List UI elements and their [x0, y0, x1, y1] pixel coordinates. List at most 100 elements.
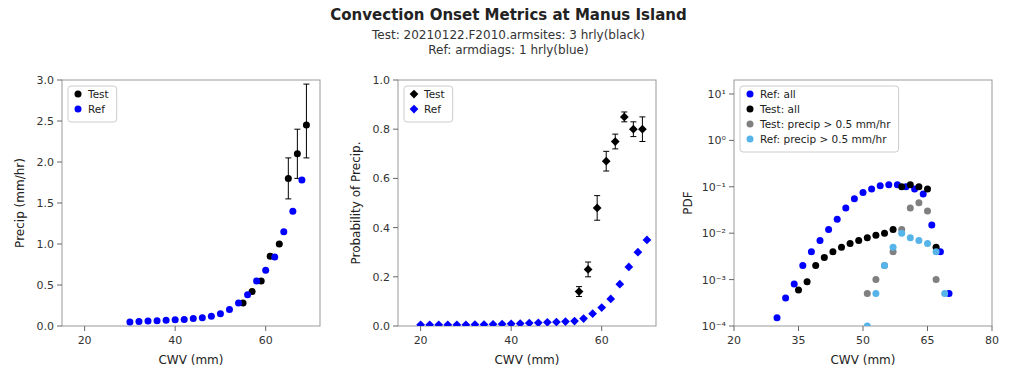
y-tick	[393, 80, 398, 81]
point	[489, 320, 498, 326]
legend: TestRef	[68, 86, 117, 122]
point	[907, 181, 914, 188]
point	[507, 319, 516, 326]
point	[864, 290, 871, 297]
point	[135, 318, 142, 325]
x-tick-label: 40	[504, 334, 518, 347]
point	[181, 316, 188, 323]
x-axis-label: CWV (mm)	[830, 353, 895, 367]
point	[924, 208, 931, 215]
y-tick	[57, 244, 62, 245]
marks	[774, 181, 953, 326]
subtitle-line: Ref: armdiags: 1 hrly(blue)	[428, 43, 588, 57]
point	[570, 317, 579, 326]
x-tick-label: 35	[792, 334, 806, 347]
point	[872, 276, 879, 283]
point	[190, 315, 197, 322]
plot-frame	[734, 80, 992, 326]
x-tick	[84, 326, 85, 331]
legend-label: Test	[423, 88, 445, 100]
point	[629, 125, 638, 134]
y-tick	[729, 140, 734, 141]
y-tick-label: 10⁻⁴	[702, 320, 727, 333]
point	[795, 286, 802, 293]
y-tick-label: 0.0	[37, 320, 55, 333]
plot-frame	[398, 80, 656, 326]
y-tick	[729, 279, 734, 280]
point	[941, 290, 948, 297]
panel: 203550658010⁻⁴10⁻³10⁻²10⁻¹10⁰10¹CWV (mm)…	[681, 80, 999, 367]
point	[881, 262, 888, 269]
error-cap	[303, 84, 309, 85]
x-tick	[420, 326, 421, 331]
y-tick	[57, 285, 62, 286]
legend-marker	[75, 106, 82, 113]
point	[244, 291, 251, 298]
legend-marker	[410, 90, 419, 99]
point	[620, 113, 629, 122]
point	[907, 234, 914, 241]
legend-label: Test: all	[759, 103, 800, 115]
point	[915, 199, 922, 206]
legend-box	[68, 86, 117, 122]
point	[881, 262, 888, 269]
error-cap	[612, 134, 618, 135]
x-tick-label: 40	[168, 334, 182, 347]
point	[280, 228, 287, 235]
point	[480, 320, 489, 326]
title: Convection Onset Metrics at Manus Island	[330, 6, 686, 24]
x-tick-label: 80	[985, 334, 999, 347]
y-tick	[393, 276, 398, 277]
point	[782, 295, 789, 302]
x-tick-label: 20	[78, 334, 92, 347]
point	[289, 208, 296, 215]
series	[774, 181, 953, 321]
x-tick	[511, 326, 512, 331]
y-tick	[57, 326, 62, 327]
point	[829, 248, 836, 255]
error-cap	[594, 220, 600, 221]
y-tick-label: 10⁻³	[702, 274, 726, 287]
legend-label: Ref	[88, 103, 105, 115]
point	[933, 276, 940, 283]
y-tick-label: 0.6	[373, 172, 391, 185]
point	[294, 150, 301, 157]
y-tick-label: 2.0	[37, 156, 55, 169]
point	[217, 310, 224, 317]
point	[890, 244, 897, 251]
y-tick	[57, 162, 62, 163]
x-tick	[265, 326, 266, 331]
point	[226, 306, 233, 313]
legend-label: Ref	[424, 103, 441, 115]
y-tick-label: 10⁻¹	[702, 181, 726, 194]
legend-marker	[747, 136, 754, 143]
point	[847, 240, 854, 247]
point	[199, 314, 206, 321]
point	[933, 248, 940, 255]
point	[898, 230, 905, 237]
subtitle-line: Test: 20210122.F2010.armsites: 3 hrly(bl…	[371, 28, 645, 42]
y-axis-label: PDF	[681, 191, 695, 214]
point	[915, 237, 922, 244]
panel: 2040600.00.20.40.60.81.0CWV (mm)Probabil…	[349, 74, 656, 367]
point	[425, 320, 434, 326]
x-tick	[798, 326, 799, 331]
point	[498, 320, 507, 326]
error-cap	[576, 286, 582, 287]
point	[271, 254, 278, 261]
y-tick-label: 0.2	[373, 271, 391, 284]
point	[898, 183, 905, 190]
legend: Ref: allTest: allTest: precip > 0.5 mm/h…	[740, 86, 899, 152]
point	[774, 314, 781, 321]
error-cap	[603, 151, 609, 152]
error-cap	[303, 157, 309, 158]
point	[634, 248, 643, 257]
y-tick	[393, 129, 398, 130]
error-cap	[621, 111, 627, 112]
y-tick	[729, 186, 734, 187]
point	[154, 317, 161, 324]
point	[877, 182, 884, 189]
x-axis-label: CWV (mm)	[158, 353, 223, 367]
point	[253, 277, 260, 284]
point	[851, 195, 858, 202]
